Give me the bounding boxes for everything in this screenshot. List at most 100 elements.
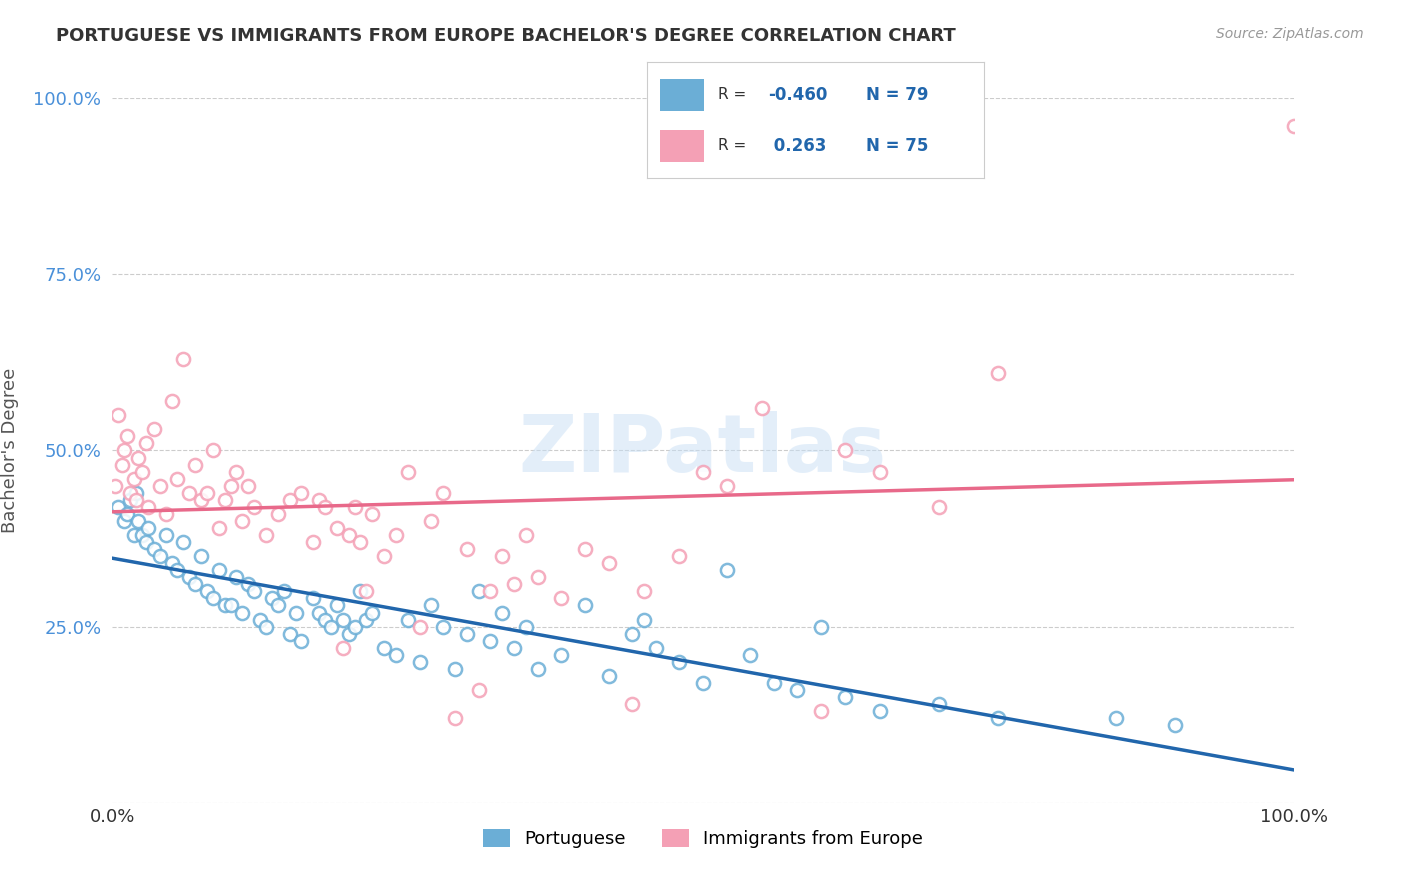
Point (762, 676, 785, 690)
Point (644, 120, 666, 134)
Point (184, 577, 207, 591)
Point (120, 485, 142, 500)
Point (142, 542, 165, 557)
Point (928, 500, 950, 514)
Point (122, 472, 145, 486)
Point (456, 542, 478, 557)
Point (668, 549, 690, 564)
FancyBboxPatch shape (661, 78, 704, 112)
Point (214, 492, 236, 507)
Point (160, 556, 183, 570)
Point (1282, 120, 1305, 134)
Point (131, 465, 153, 479)
Point (155, 528, 177, 542)
Point (127, 450, 149, 465)
Point (195, 485, 218, 500)
Point (834, 443, 856, 458)
Point (479, 633, 502, 648)
Point (214, 599, 236, 613)
Point (668, 655, 690, 669)
Point (231, 514, 253, 528)
Point (267, 599, 290, 613)
Point (314, 613, 336, 627)
Point (326, 521, 349, 535)
Point (243, 500, 266, 514)
Point (751, 401, 773, 416)
Point (278, 492, 301, 507)
Point (479, 584, 502, 599)
Point (467, 683, 489, 698)
Point (526, 570, 548, 584)
Point (179, 570, 201, 584)
Point (633, 613, 655, 627)
Point (633, 584, 655, 599)
Point (201, 591, 224, 606)
Point (503, 577, 526, 591)
Point (319, 619, 342, 633)
Text: PORTUGUESE VS IMMIGRANTS FROM EUROPE BACHELOR'S DEGREE CORRELATION CHART: PORTUGUESE VS IMMIGRANTS FROM EUROPE BAC… (56, 27, 956, 45)
Point (155, 507, 177, 521)
Point (349, 584, 371, 599)
Point (740, 648, 762, 662)
Point (987, 366, 1010, 380)
Point (644, 640, 666, 655)
Point (243, 584, 266, 599)
Point (598, 669, 620, 683)
Point (142, 422, 165, 436)
Point (716, 478, 738, 492)
Point (112, 443, 135, 458)
Point (420, 599, 443, 613)
Point (122, 528, 145, 542)
Point (166, 563, 188, 577)
Point (284, 606, 307, 620)
Point (131, 528, 153, 542)
Point (125, 492, 148, 507)
Text: N = 79: N = 79 (866, 86, 928, 103)
Point (574, 542, 596, 557)
Point (135, 436, 157, 450)
Point (869, 704, 891, 718)
Point (326, 599, 349, 613)
Point (337, 626, 360, 640)
Point (115, 429, 138, 443)
Point (432, 485, 454, 500)
Point (810, 619, 832, 633)
Point (1164, 718, 1187, 732)
Point (273, 584, 295, 599)
Point (290, 633, 312, 648)
Point (172, 351, 194, 366)
Point (302, 535, 325, 549)
Point (692, 465, 714, 479)
Point (179, 485, 201, 500)
Point (127, 514, 149, 528)
Point (432, 619, 454, 633)
Y-axis label: Bachelor's Degree: Bachelor's Degree (1, 368, 20, 533)
Point (112, 514, 135, 528)
Point (420, 514, 443, 528)
Point (254, 528, 277, 542)
Point (332, 613, 354, 627)
Point (107, 500, 129, 514)
FancyBboxPatch shape (661, 129, 704, 162)
Point (125, 485, 148, 500)
Point (308, 606, 330, 620)
Point (987, 711, 1010, 725)
Point (361, 507, 384, 521)
Point (444, 711, 467, 725)
Point (526, 662, 548, 676)
Text: R =: R = (717, 87, 751, 103)
Point (166, 472, 188, 486)
Text: -0.460: -0.460 (768, 86, 828, 103)
Point (219, 478, 242, 492)
Point (190, 549, 212, 564)
Point (515, 619, 537, 633)
Point (834, 690, 856, 705)
Point (135, 535, 157, 549)
Point (201, 443, 224, 458)
Point (491, 606, 513, 620)
Point (136, 500, 159, 514)
Point (115, 507, 138, 521)
Point (786, 683, 808, 698)
Point (149, 478, 172, 492)
Point (160, 394, 183, 409)
